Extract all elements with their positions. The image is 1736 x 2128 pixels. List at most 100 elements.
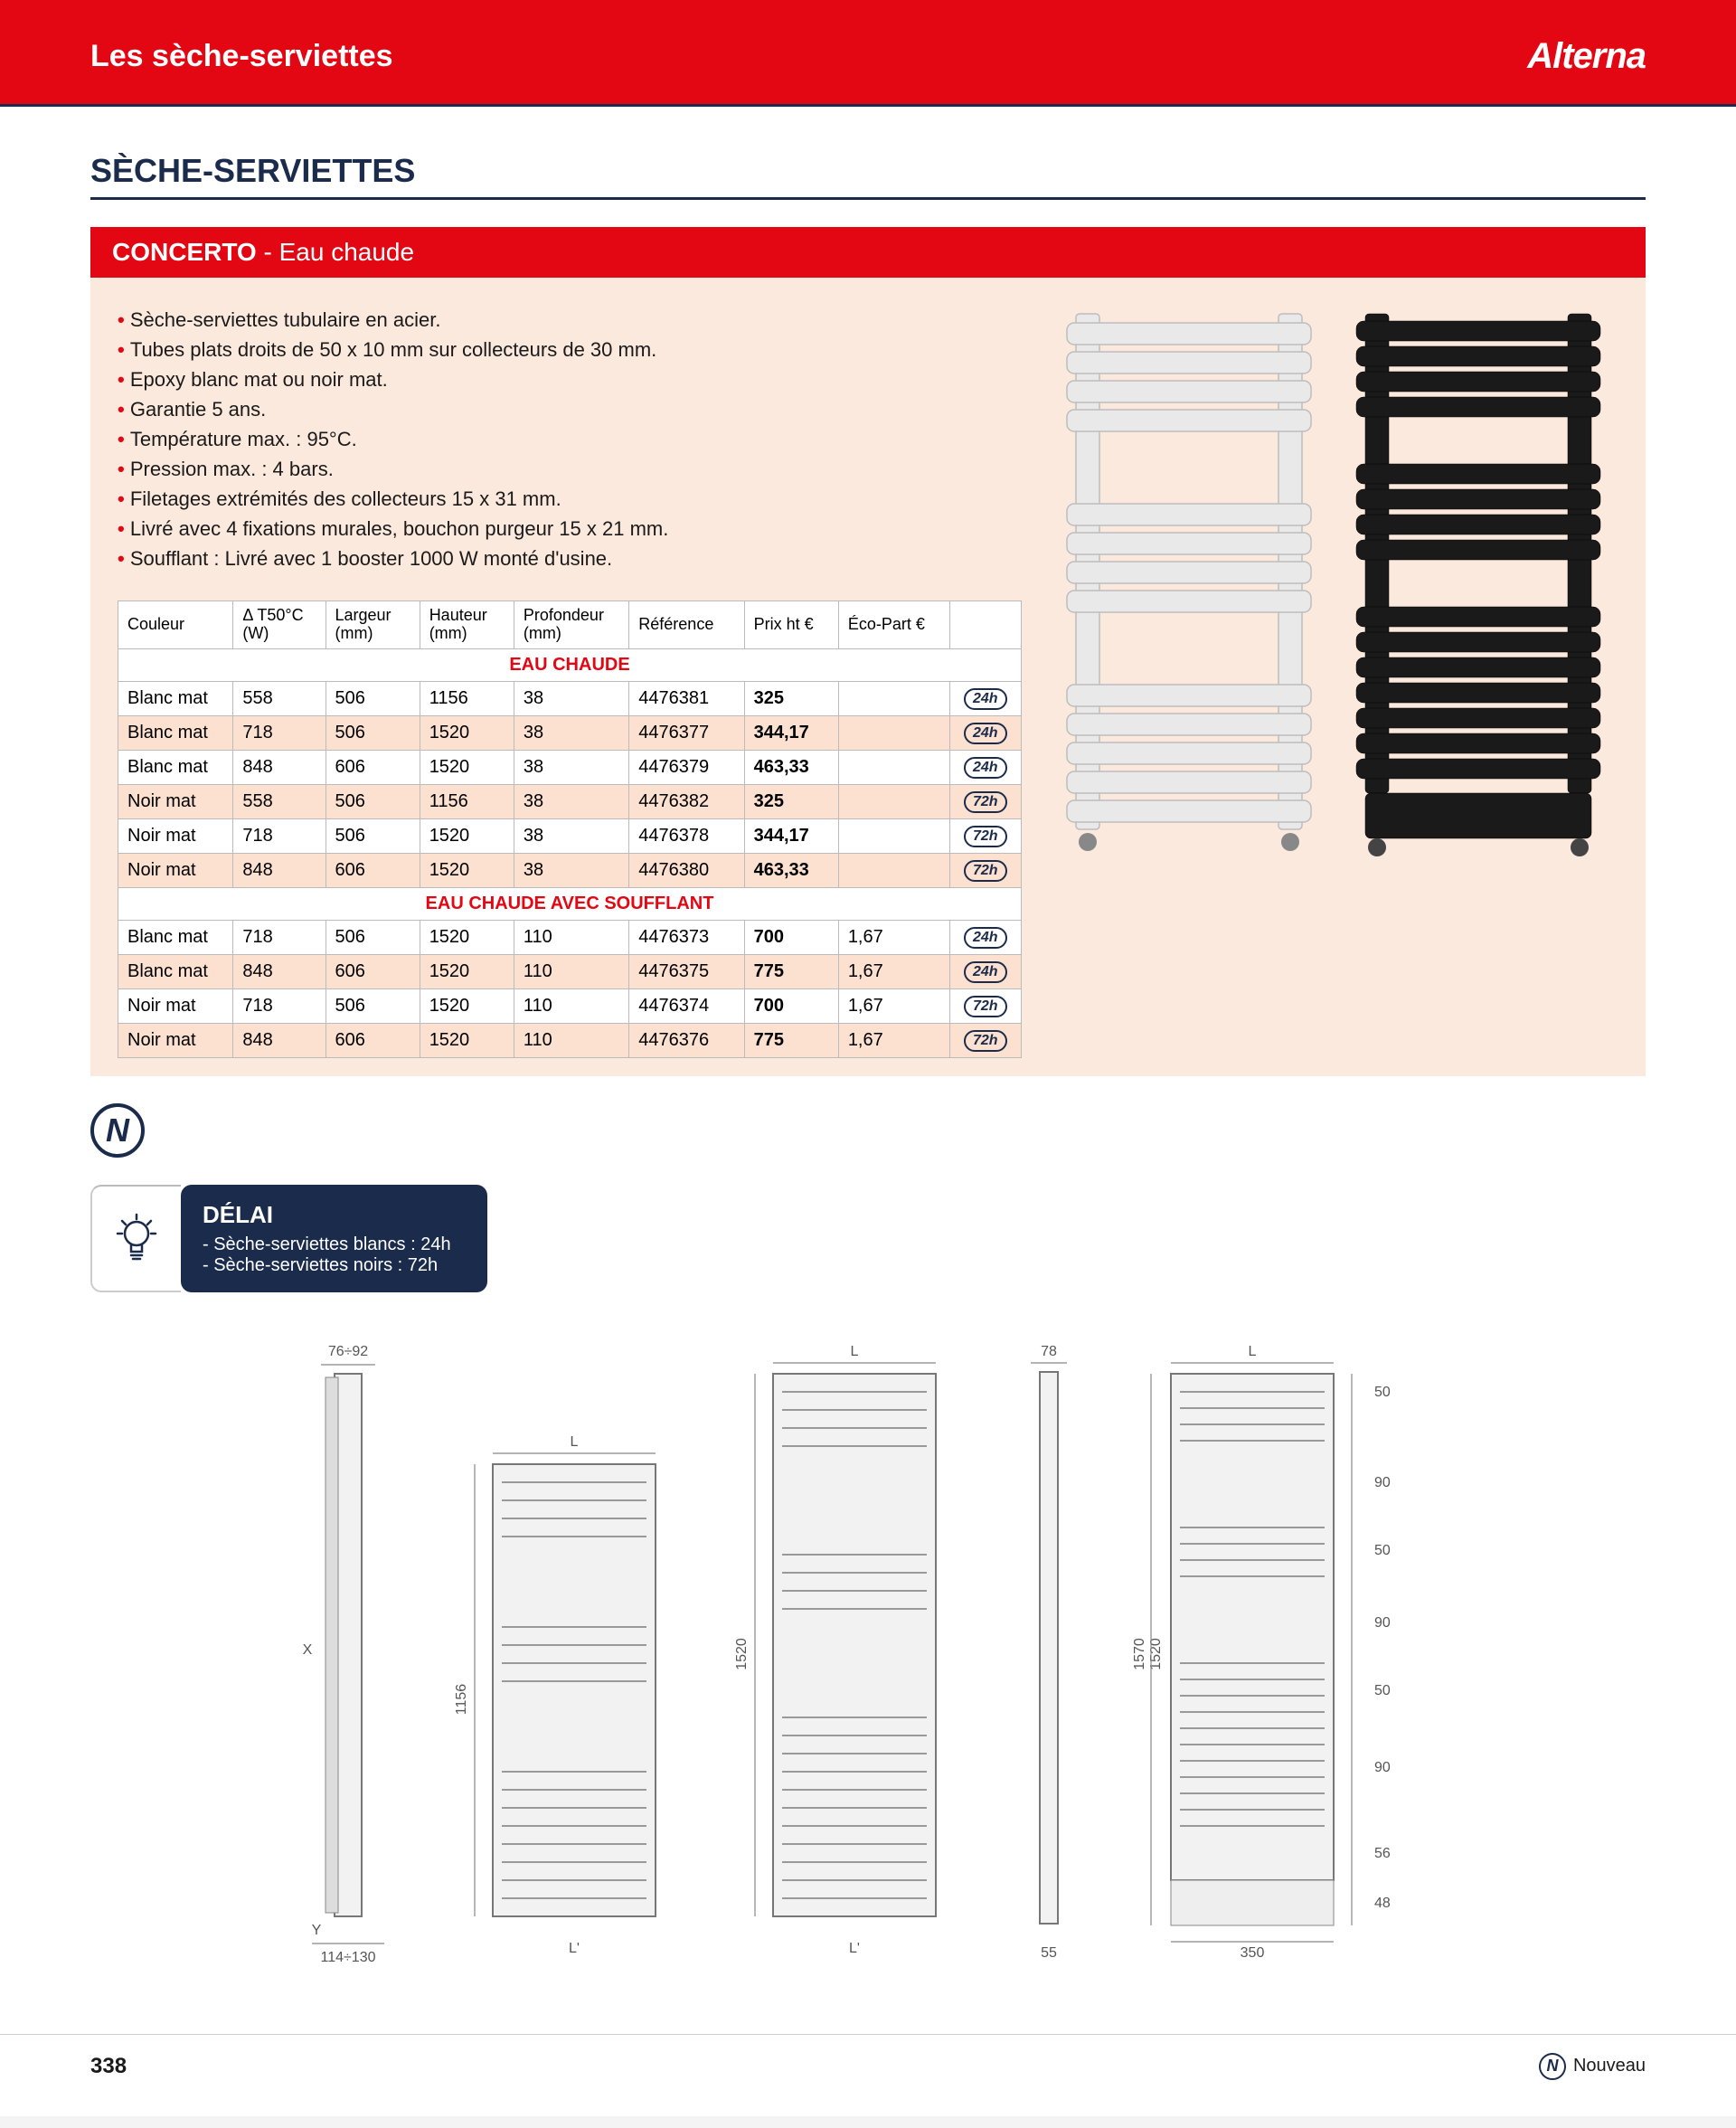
table-cell: 1,67 [838,920,949,954]
table-cell: Blanc mat [118,681,233,715]
page-header: Les sèche-serviettes Alterna [0,0,1736,107]
feature-item: Température max. : 95°C. [118,424,1022,454]
table-cell: Blanc mat [118,954,233,988]
table-cell [838,818,949,853]
table-cell: 848 [233,1023,326,1057]
table-cell: 606 [326,853,420,887]
new-icon: N [90,1103,145,1158]
table-column-header: Couleur [118,601,233,649]
table-group-header: EAU CHAUDE [118,648,1022,681]
svg-text:L: L [571,1434,579,1450]
table-row: Blanc mat558506115638447638132524h [118,681,1022,715]
table-column-header: Référence [629,601,744,649]
svg-text:Y: Y [312,1923,322,1938]
table-cell: Noir mat [118,853,233,887]
table-cell: 110 [514,988,628,1023]
table-cell: 1520 [420,818,514,853]
table-cell: 1520 [420,715,514,750]
diagram-front-small: L 1156 L' [439,1428,692,1971]
svg-text:76÷92: 76÷92 [328,1344,368,1359]
svg-text:1570: 1570 [1132,1638,1147,1670]
table-cell: 606 [326,750,420,784]
table-cell [838,715,949,750]
svg-text:1156: 1156 [454,1683,469,1715]
delai-box: DÉLAI - Sèche-serviettes blancs : 24h - … [90,1185,1646,1292]
table-cell: 848 [233,954,326,988]
svg-text:L: L [851,1344,859,1359]
table-cell: 38 [514,818,628,853]
delivery-pill: 24h [964,927,1007,949]
table-cell: 506 [326,818,420,853]
table-cell: 4476373 [629,920,744,954]
product-body: Sèche-serviettes tubulaire en acier.Tube… [90,278,1646,1076]
table-cell: 558 [233,784,326,818]
table-cell: 506 [326,715,420,750]
table-cell: 558 [233,681,326,715]
table-cell: 4476374 [629,988,744,1023]
table-cell: 606 [326,1023,420,1057]
table-cell: 1,67 [838,954,949,988]
table-row: Noir mat718506152011044763747001,6772h [118,988,1022,1023]
table-cell: 4476375 [629,954,744,988]
spec-table: CouleurΔ T50°C (W)Largeur (mm)Hauteur (m… [118,601,1022,1058]
table-cell: 775 [744,954,838,988]
table-cell: 1520 [420,750,514,784]
delivery-pill: 72h [964,860,1007,882]
diagram-front-blower: L 1570 1520 50 90 50 90 [1126,1338,1451,1971]
table-cell: Noir mat [118,988,233,1023]
table-cell: 325 [744,784,838,818]
svg-text:50: 50 [1374,1385,1391,1400]
table-cell: 38 [514,750,628,784]
table-row: Noir mat7185061520384476378344,1772h [118,818,1022,853]
table-cell: 4476378 [629,818,744,853]
table-column-header: Largeur (mm) [326,601,420,649]
table-row: Blanc mat7185061520384476377344,1724h [118,715,1022,750]
table-cell: 506 [326,784,420,818]
delivery-pill: 72h [964,826,1007,847]
footer-new-label: N Nouveau [1539,2053,1646,2080]
table-cell: 718 [233,988,326,1023]
table-cell: Noir mat [118,784,233,818]
delivery-pill: 24h [964,723,1007,744]
brand-logo: Alterna [1527,36,1646,77]
delai-line: - Sèche-serviettes noirs : 72h [203,1255,451,1276]
svg-text:48: 48 [1374,1896,1391,1911]
table-cell: 24h [949,920,1021,954]
table-cell: 1,67 [838,1023,949,1057]
table-cell: Blanc mat [118,920,233,954]
svg-text:50: 50 [1374,1683,1391,1698]
table-cell: 4476380 [629,853,744,887]
diagram-side: 76÷92 X Y 114÷130 [285,1338,411,1971]
table-cell: 606 [326,954,420,988]
table-cell: 848 [233,853,326,887]
table-cell [838,750,949,784]
feature-item: Sèche-serviettes tubulaire en acier. [118,305,1022,335]
table-cell: 72h [949,988,1021,1023]
table-column-header: Δ T50°C (W) [233,601,326,649]
table-cell: 4476381 [629,681,744,715]
page-number: 338 [90,2054,127,2079]
table-cell: 72h [949,784,1021,818]
table-header: CouleurΔ T50°C (W)Largeur (mm)Hauteur (m… [118,601,1022,649]
table-cell: 1520 [420,1023,514,1057]
table-cell: 38 [514,715,628,750]
technical-diagrams: 76÷92 X Y 114÷130 L 11 [90,1329,1646,2007]
table-cell: 110 [514,954,628,988]
svg-text:L: L [1249,1344,1257,1359]
svg-text:78: 78 [1041,1344,1057,1359]
delivery-pill: 24h [964,688,1007,710]
table-cell: 463,33 [744,853,838,887]
table-cell: 110 [514,1023,628,1057]
table-cell: 72h [949,1023,1021,1057]
table-cell: 506 [326,681,420,715]
feature-item: Soufflant : Livré avec 1 booster 1000 W … [118,544,1022,573]
svg-text:1520: 1520 [734,1638,750,1670]
table-cell: 4476376 [629,1023,744,1057]
table-cell [838,853,949,887]
product-subtitle: Eau chaude [279,238,414,266]
table-cell: 1156 [420,784,514,818]
table-cell: 718 [233,920,326,954]
table-cell: 506 [326,920,420,954]
page-footer: 338 N Nouveau [0,2034,1736,2116]
table-cell: 38 [514,853,628,887]
